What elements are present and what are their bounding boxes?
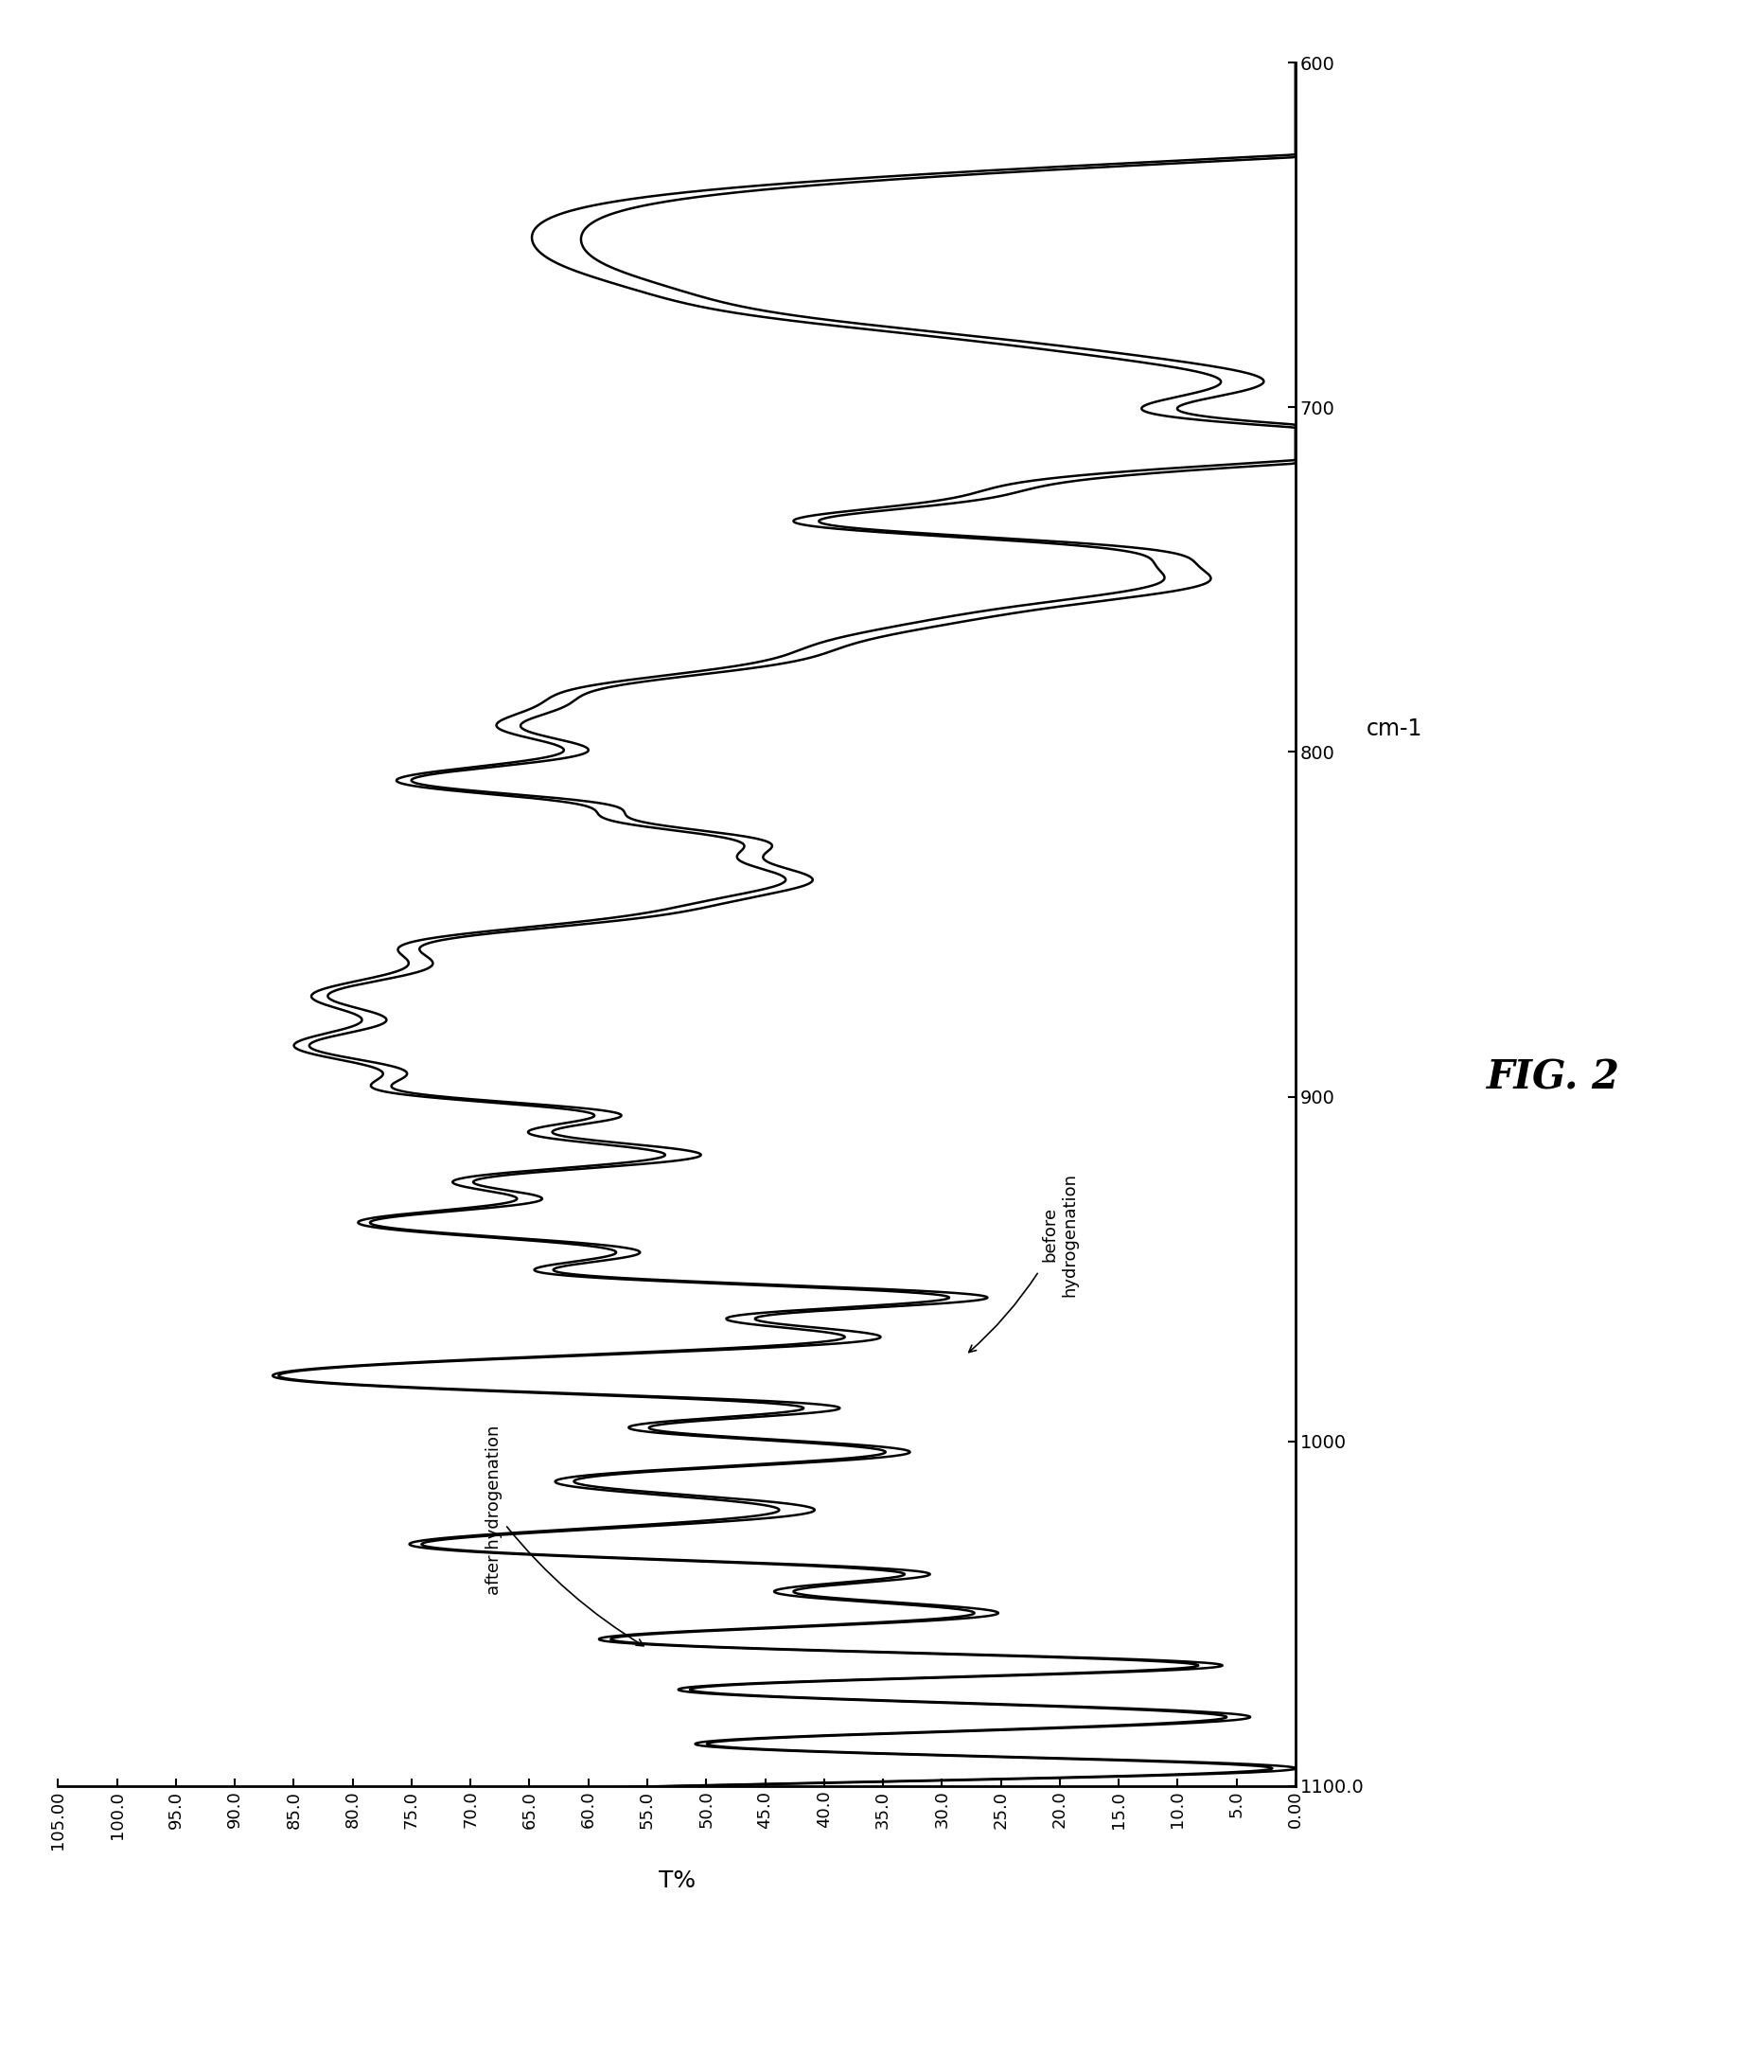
Text: after hydrogenation: after hydrogenation — [485, 1426, 644, 1645]
Text: before
hydrogenation: before hydrogenation — [968, 1173, 1078, 1353]
Y-axis label: cm-1: cm-1 — [1365, 717, 1422, 740]
Text: FIG. 2: FIG. 2 — [1485, 1057, 1619, 1098]
X-axis label: T%: T% — [658, 1869, 695, 1892]
